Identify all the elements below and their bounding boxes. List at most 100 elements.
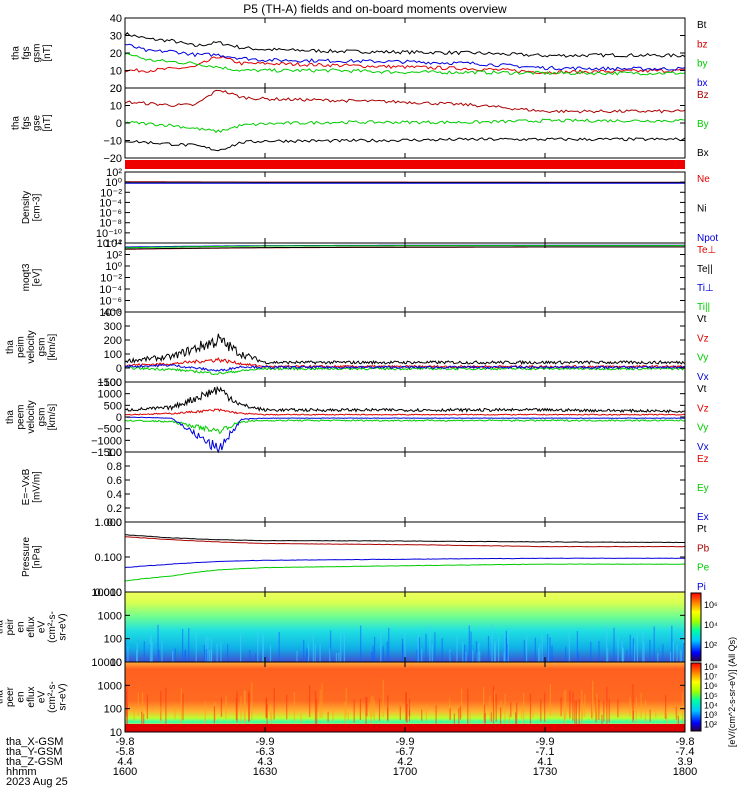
colorbar-tick-label: 10³ xyxy=(704,710,717,720)
x-tick-label-time: 1730 xyxy=(533,766,557,778)
y-tick-label: 0.010 xyxy=(94,587,122,599)
spectrogram-texture xyxy=(434,632,436,662)
spectrogram-texture xyxy=(255,653,257,662)
y-tick-label: −1000 xyxy=(91,435,122,447)
spectrogram-texture xyxy=(459,706,461,720)
y-axis-label-line: [km/s] xyxy=(47,403,58,430)
legend-pi: Pi xyxy=(697,582,706,593)
spectrogram-texture xyxy=(575,700,577,726)
spectrogram-texture xyxy=(373,700,375,722)
y-tick-label: −10 xyxy=(103,136,122,148)
spectrogram-texture xyxy=(406,703,408,723)
spectrogram-texture xyxy=(505,637,507,662)
spectrogram-texture xyxy=(141,711,143,725)
x-axis-row-label: tha_Z-GSM xyxy=(6,756,63,768)
y-tick-label: 300 xyxy=(104,321,122,333)
spectrogram-texture xyxy=(532,710,534,718)
spectrogram-texture xyxy=(372,645,374,662)
y-axis-label-line: [km/s] xyxy=(47,333,58,360)
spectrogram-texture xyxy=(540,699,542,722)
y-axis-label-line: (cm²-s- xyxy=(47,611,58,643)
spectrogram-texture xyxy=(598,699,600,720)
y-tick-label: 10000 xyxy=(91,587,122,599)
y-axis-label-peim-velocity: tha peim velocity gsm [km/s] xyxy=(5,330,58,363)
spectrogram-texture xyxy=(468,625,470,662)
y-axis-label-line: en xyxy=(16,621,27,632)
spectrogram-texture xyxy=(494,640,496,662)
y-axis-label-line: gsm xyxy=(31,44,42,63)
spectrogram-texture xyxy=(378,698,381,721)
spectrogram-texture xyxy=(240,633,242,662)
spectrogram-texture xyxy=(417,630,419,662)
spectrogram-texture xyxy=(388,627,390,662)
spectrogram-texture xyxy=(240,696,242,723)
spectrogram-texture xyxy=(676,708,678,725)
x-gsm-value: -9.8 xyxy=(676,736,695,748)
spectrogram-texture xyxy=(387,695,389,722)
legend-vy: Vy xyxy=(697,353,708,364)
spectrogram-texture xyxy=(549,684,551,717)
spectrogram-texture xyxy=(584,694,586,717)
y-tick-label: 100 xyxy=(104,634,122,646)
spectrogram-texture xyxy=(484,704,486,723)
spectrogram-texture xyxy=(265,698,267,719)
spectrogram-texture xyxy=(343,627,345,662)
spectrogram-texture xyxy=(478,643,480,662)
x-axis-row-label: 2023 Aug 25 xyxy=(6,776,68,788)
y-axis-label-line: gsm xyxy=(37,408,48,427)
y-tick-label: 400 xyxy=(104,307,122,319)
y-tick-label: 500 xyxy=(104,400,122,412)
y-tick-label: 10 xyxy=(110,657,122,669)
spectrogram-texture xyxy=(679,649,681,662)
z-gsm-value: 3.9 xyxy=(677,756,692,768)
y-axis-label-line: gse xyxy=(31,115,42,132)
y-tick-label: 10⁻⁴ xyxy=(99,197,122,209)
spectrogram-texture xyxy=(644,699,647,722)
spectrogram-texture xyxy=(677,715,679,726)
spectrogram-texture xyxy=(314,643,316,662)
series-vt-line xyxy=(124,333,686,366)
spectrogram-texture xyxy=(504,694,506,724)
spectrogram-texture xyxy=(203,645,205,662)
spectrogram-texture xyxy=(675,706,677,720)
y-axis-label-temperature: moqt3 [eV] xyxy=(21,263,43,291)
colorbar-tick-label: 10⁵ xyxy=(704,691,718,701)
y-tick-label: 20 xyxy=(110,48,122,60)
series-vx-line xyxy=(124,363,686,372)
spectrogram-texture xyxy=(596,703,598,721)
spectrogram-texture xyxy=(487,635,490,662)
spectrogram-texture xyxy=(300,714,302,723)
legend-ti: Ti|| xyxy=(697,302,710,313)
spectrogram-texture xyxy=(464,644,466,662)
y-tick-label: 30 xyxy=(110,31,122,43)
legend-bz: bz xyxy=(697,39,708,50)
spectrogram-texture xyxy=(335,652,337,662)
y-axis-label-line: gsm xyxy=(37,338,48,357)
spectrogram-texture xyxy=(683,643,685,662)
spectrogram-texture xyxy=(143,713,145,726)
spectrogram-texture xyxy=(184,650,186,662)
y-axis-label-line: fgs xyxy=(21,46,32,59)
y-axis-label-line: eV xyxy=(37,621,48,634)
y-axis-label-peir-spec: tha peir en eflux eV (cm²-s-sr-eV) xyxy=(0,611,69,643)
spectrogram-texture xyxy=(626,649,628,662)
spectrogram-texture xyxy=(526,635,528,662)
spectrogram-texture xyxy=(508,714,510,725)
y-tick-label: 10⁻¹² xyxy=(97,238,123,250)
legend-vz: Vz xyxy=(697,403,709,414)
spectrogram-texture xyxy=(327,711,329,723)
spectrogram-texture xyxy=(453,713,455,725)
legend-bx: bx xyxy=(697,78,708,89)
spectrogram-texture xyxy=(345,688,347,718)
y-axis-label-line: eflux xyxy=(26,616,37,637)
spectrogram-texture xyxy=(529,693,532,724)
spectrogram-texture xyxy=(150,635,152,662)
y-tick-label: 100 xyxy=(104,704,122,716)
spectrogram-texture xyxy=(366,697,368,717)
y-tick-label: 0 xyxy=(116,118,122,130)
spectrogram-texture xyxy=(319,643,321,662)
panel-frame-efield xyxy=(124,451,686,523)
legend-vz: Vz xyxy=(697,333,709,344)
spectrogram-texture xyxy=(271,711,273,724)
y-axis-label-line: tha xyxy=(10,116,21,130)
